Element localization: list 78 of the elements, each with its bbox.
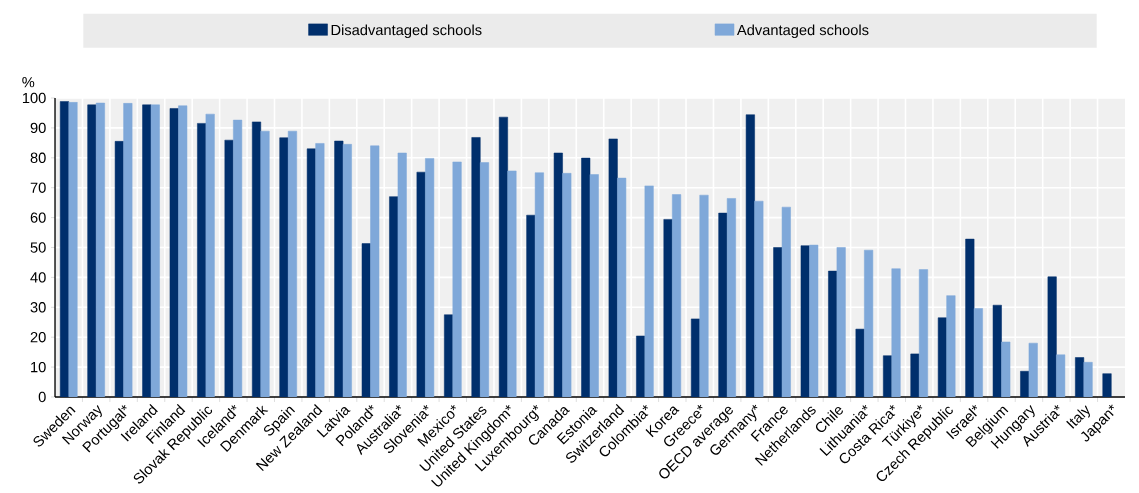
bar — [1047, 276, 1057, 398]
bar — [918, 269, 928, 398]
bar — [608, 138, 618, 398]
y-tick-label: 90 — [30, 122, 46, 134]
bar — [205, 114, 215, 398]
bar — [636, 335, 646, 398]
bar — [910, 353, 920, 398]
bar — [864, 250, 874, 398]
y-tick-label: 80 — [30, 152, 46, 164]
bar — [855, 329, 865, 398]
y-tick-label: 10 — [31, 362, 46, 373]
bar — [672, 194, 682, 398]
bar — [123, 103, 133, 398]
bar — [726, 198, 736, 398]
y-tick-label: 30 — [30, 302, 46, 313]
bar — [471, 137, 481, 398]
bar — [891, 268, 901, 398]
bar — [260, 131, 270, 398]
bar — [1028, 343, 1038, 398]
bar — [800, 245, 810, 398]
bar — [114, 141, 124, 398]
bar — [1083, 362, 1093, 398]
legend-label: Disadvantaged schools — [331, 24, 482, 39]
bar — [416, 172, 426, 398]
bar — [95, 102, 105, 398]
bar — [315, 143, 325, 398]
bar — [809, 245, 819, 398]
bar — [178, 105, 188, 398]
bar — [1001, 341, 1011, 398]
bar — [562, 173, 572, 398]
bar — [534, 172, 544, 398]
legend-label: Advantaged schools — [736, 24, 869, 39]
bar — [745, 114, 755, 398]
bar — [233, 120, 243, 398]
y-tick-label: 100 — [22, 93, 46, 104]
bar — [507, 170, 517, 398]
bar — [965, 239, 975, 398]
bar — [973, 308, 983, 398]
bar — [699, 195, 709, 398]
bar — [663, 219, 673, 398]
bar — [617, 178, 627, 398]
bar — [883, 355, 893, 398]
bar — [479, 162, 490, 398]
bar — [150, 104, 160, 398]
y-tick-label: 40 — [30, 272, 46, 283]
y-tick-label: 70 — [30, 182, 46, 194]
bar — [498, 117, 508, 398]
bar — [589, 174, 599, 398]
bar — [754, 201, 764, 398]
bar — [370, 145, 380, 398]
bar — [1075, 357, 1085, 398]
bar — [452, 161, 462, 398]
bar — [287, 131, 297, 398]
bar — [1056, 354, 1066, 398]
bar — [342, 144, 352, 398]
bar — [169, 108, 179, 398]
bar — [397, 152, 407, 398]
y-axis-title: % — [22, 77, 35, 88]
bar — [718, 213, 728, 398]
bar — [224, 140, 234, 398]
bar — [425, 158, 435, 398]
bar — [361, 243, 371, 398]
y-tick-label: 20 — [30, 332, 46, 343]
bar — [87, 104, 97, 398]
bar — [946, 295, 956, 398]
y-tick-label: 0 — [38, 392, 46, 403]
bar — [553, 152, 563, 398]
bar — [581, 158, 591, 398]
bar — [306, 148, 316, 398]
bar — [644, 185, 654, 398]
bar — [992, 305, 1002, 398]
bar — [279, 137, 289, 398]
y-tick-label: 50 — [30, 242, 46, 253]
y-tick-label: 60 — [30, 212, 46, 223]
bar — [68, 102, 78, 398]
bar — [836, 247, 846, 398]
bar — [781, 207, 791, 398]
bar — [1102, 373, 1112, 398]
